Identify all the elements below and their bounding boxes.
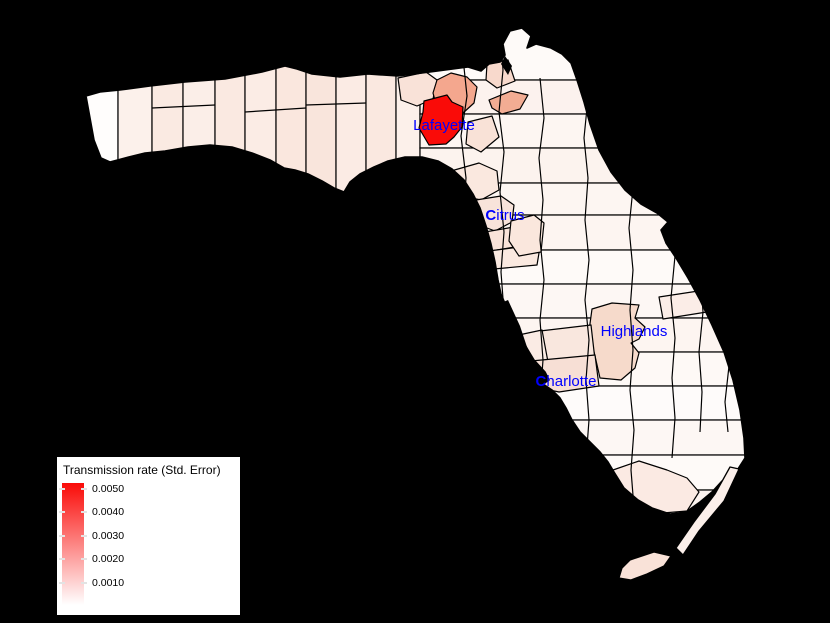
tick-mark-right-icon — [81, 511, 87, 513]
florida-keys-island — [618, 551, 672, 581]
county-alachua — [465, 115, 500, 153]
tick-label: 0.0050 — [92, 483, 125, 495]
legend-tick: 0.0010 — [57, 577, 240, 589]
tick-label: 0.0010 — [92, 577, 125, 589]
legend-tick: 0.0050 — [57, 483, 240, 495]
tick-mark-right-icon — [81, 488, 87, 490]
tick-label: 0.0020 — [92, 553, 125, 565]
county-lafayette — [418, 94, 464, 146]
st-johns-river-water — [501, 56, 512, 75]
se-coastal-strip — [675, 466, 740, 556]
tick-mark-left-icon — [59, 488, 65, 490]
county-columbia — [488, 90, 529, 115]
legend-tick: 0.0030 — [57, 530, 240, 542]
legend-ticks: 0.0050 0.0040 0.0030 0.0020 0.0010 — [57, 457, 240, 615]
state-outline — [85, 27, 746, 515]
tick-mark-left-icon — [59, 558, 65, 560]
tick-label: 0.0030 — [92, 530, 125, 542]
tick-mark-right-icon — [81, 582, 87, 584]
tick-mark-left-icon — [59, 582, 65, 584]
tick-mark-left-icon — [59, 511, 65, 513]
islands — [618, 466, 740, 581]
legend-title: Transmission rate (Std. Error) — [63, 463, 221, 477]
legend-colorbar — [62, 483, 84, 605]
county-sumter — [508, 214, 545, 257]
tick-mark-right-icon — [81, 558, 87, 560]
legend-tick: 0.0040 — [57, 506, 240, 518]
tick-label: 0.0040 — [92, 506, 125, 518]
legend-tick: 0.0020 — [57, 553, 240, 565]
tick-mark-right-icon — [81, 535, 87, 537]
tick-mark-left-icon — [59, 535, 65, 537]
legend: Transmission rate (Std. Error) 0.0050 0.… — [57, 457, 240, 615]
